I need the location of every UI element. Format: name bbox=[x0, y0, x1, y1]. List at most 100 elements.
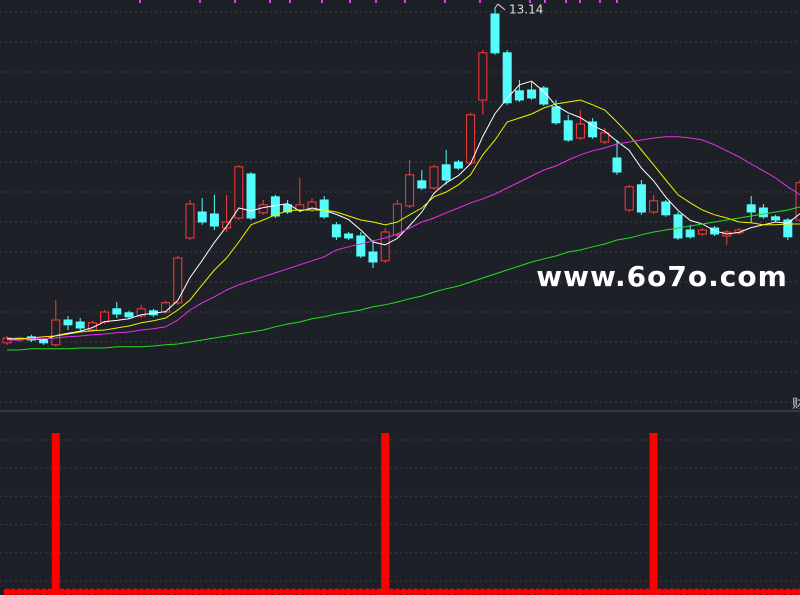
baseline-dot bbox=[119, 588, 127, 595]
signal-dot bbox=[137, 588, 145, 595]
candle-body bbox=[100, 311, 110, 323]
candle-body bbox=[490, 13, 500, 54]
signal-dot bbox=[247, 588, 255, 595]
baseline-dot bbox=[363, 588, 371, 595]
baseline-dot bbox=[631, 588, 639, 595]
signal-dot bbox=[711, 588, 719, 595]
baseline-dot bbox=[375, 588, 383, 595]
signal-dot bbox=[735, 588, 743, 595]
baseline-dot bbox=[497, 588, 505, 595]
signal-dot bbox=[515, 588, 523, 595]
high-pointer bbox=[494, 3, 506, 11]
signal-dot bbox=[442, 588, 450, 595]
signal-dot bbox=[76, 588, 84, 595]
candle-body bbox=[51, 319, 61, 346]
candle-body bbox=[441, 164, 451, 181]
baseline-dot bbox=[570, 588, 578, 595]
signal-dot bbox=[235, 588, 243, 595]
signal-dot bbox=[332, 588, 340, 595]
baseline-dot bbox=[656, 588, 664, 595]
signal-dot bbox=[284, 588, 292, 595]
signal-dot bbox=[149, 588, 157, 595]
baseline-dot bbox=[168, 588, 176, 595]
signal-dot bbox=[601, 588, 609, 595]
signal-dot bbox=[357, 588, 365, 595]
signal-dot bbox=[125, 588, 133, 595]
candle-body bbox=[527, 89, 537, 99]
candle-body bbox=[124, 312, 134, 318]
candle-body bbox=[417, 180, 427, 189]
signal-dot bbox=[674, 588, 682, 595]
signal-dot bbox=[223, 588, 231, 595]
signal-bar bbox=[51, 433, 60, 595]
candle-body bbox=[453, 161, 463, 169]
candle-body bbox=[636, 184, 646, 213]
baseline-dot bbox=[790, 588, 798, 595]
signal-dot bbox=[540, 588, 548, 595]
signal-bar bbox=[381, 433, 390, 595]
candle-body bbox=[185, 203, 195, 239]
high-label: 13.14 bbox=[509, 3, 543, 17]
baseline-dot bbox=[668, 588, 676, 595]
candle-body bbox=[551, 106, 561, 124]
signal-dot bbox=[723, 588, 731, 595]
baseline-dot bbox=[729, 588, 737, 595]
baseline-dot bbox=[82, 588, 90, 595]
candle-body bbox=[685, 229, 695, 238]
candle-body bbox=[771, 216, 781, 221]
baseline-dot bbox=[156, 588, 163, 595]
candle-body bbox=[246, 173, 256, 219]
baseline-dot bbox=[70, 588, 78, 595]
baseline-dot bbox=[339, 588, 346, 595]
signal-dot bbox=[162, 588, 170, 595]
signal-dot bbox=[772, 588, 780, 595]
side-label: 财 bbox=[792, 397, 800, 411]
top-markers bbox=[139, 0, 618, 3]
candle-body bbox=[795, 182, 800, 221]
signal-dot bbox=[271, 588, 279, 595]
candle-body bbox=[319, 199, 329, 218]
baseline-dot bbox=[265, 588, 273, 595]
signal-dot bbox=[747, 588, 755, 595]
moving-average-line bbox=[7, 206, 800, 351]
candle-body bbox=[478, 52, 488, 101]
baseline-dot bbox=[290, 588, 298, 595]
candle-body bbox=[222, 221, 232, 229]
candle-body bbox=[514, 90, 524, 101]
signal-dot bbox=[528, 588, 536, 595]
moving-average-line bbox=[7, 80, 800, 341]
baseline-dot bbox=[278, 588, 285, 595]
signal-dot bbox=[406, 588, 414, 595]
baseline-dot bbox=[192, 588, 200, 595]
signal-dot bbox=[198, 588, 206, 595]
baseline-dot bbox=[607, 588, 615, 595]
candle-body bbox=[600, 132, 610, 143]
candle-body bbox=[161, 302, 171, 313]
signal-dot bbox=[576, 588, 584, 595]
signal-dot bbox=[613, 588, 621, 595]
baseline-dot bbox=[387, 588, 395, 595]
baseline-dot bbox=[485, 588, 493, 595]
moving-average-line bbox=[7, 136, 800, 341]
signal-dot bbox=[698, 588, 706, 595]
baseline-dot bbox=[131, 588, 139, 595]
candle-body bbox=[624, 186, 634, 211]
candle-body bbox=[661, 201, 671, 216]
signal-dot bbox=[454, 588, 462, 595]
baseline-dot bbox=[400, 588, 407, 595]
baseline-dot bbox=[583, 588, 590, 595]
baseline-dot bbox=[143, 588, 151, 595]
baseline-dot bbox=[326, 588, 334, 595]
signal-bar bbox=[649, 433, 658, 595]
candle-body bbox=[697, 229, 707, 235]
baseline-dot bbox=[741, 588, 749, 595]
baseline-dot bbox=[546, 588, 554, 595]
signal-dot bbox=[625, 588, 633, 595]
baseline-dot bbox=[644, 588, 651, 595]
signal-dot bbox=[796, 588, 800, 595]
signal-dot bbox=[369, 588, 377, 595]
baseline-dot bbox=[95, 588, 102, 595]
baseline-dot bbox=[436, 588, 444, 595]
